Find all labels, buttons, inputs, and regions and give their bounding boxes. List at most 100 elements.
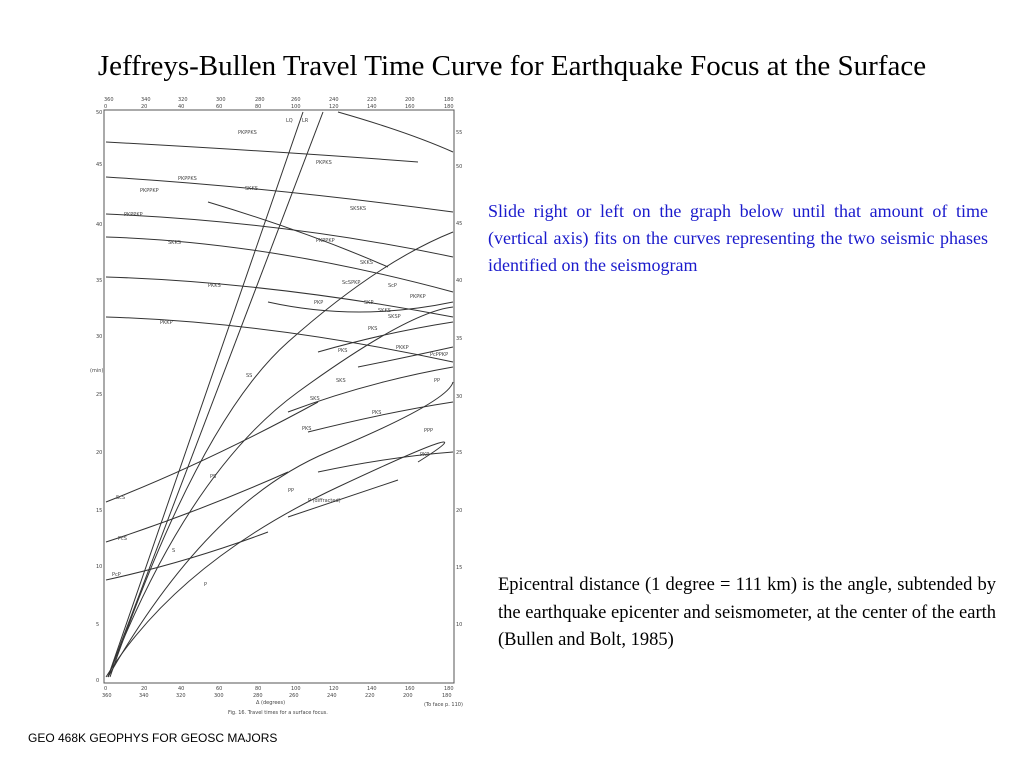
curve-SKKS [105, 236, 454, 293]
top-axis-inner-label: 20 [141, 104, 147, 110]
phase-label: PKPPKP [140, 188, 159, 194]
bottom-axis-label: 200 [403, 693, 413, 699]
phase-label: SKP [364, 300, 373, 306]
curve-SS [109, 231, 454, 678]
phase-label: SKKS [378, 308, 391, 314]
y-tick-label: 25 [96, 392, 102, 398]
bottom-axis-label: 160 [405, 686, 415, 692]
phase-labels: PKPPKS PKPKS PKPPKS SKKS PKPPKP SKSKS PK… [112, 118, 448, 588]
right-tick-label: 35 [456, 336, 462, 342]
right-tick-label: 10 [456, 622, 462, 628]
top-axis-inner-label: 120 [329, 104, 339, 110]
phase-label: PKPPKP [316, 238, 335, 244]
curve-PKPPKS [105, 176, 454, 213]
curve-ScSPKP [267, 301, 454, 313]
right-tick-label: 30 [456, 394, 462, 400]
course-footer: GEO 468K GEOPHYS FOR GEOSC MAJORS [28, 731, 278, 745]
bottom-axis-label: 40 [178, 686, 184, 692]
top-axis-outer-label: 280 [255, 97, 265, 103]
bottom-axis-label: 120 [329, 686, 339, 692]
top-axis-inner-label: 80 [255, 104, 261, 110]
phase-label: P (diffracted) [308, 498, 341, 504]
bottom-axis: 0 20 40 60 80 100 120 140 160 180 360 34… [102, 686, 463, 716]
phase-label: ScS [116, 495, 125, 501]
curve-S [107, 306, 454, 678]
bottom-axis-label: 300 [214, 693, 224, 699]
instruction-text: Slide right or left on the graph below u… [488, 201, 988, 275]
top-axis-outer-label: 180 [444, 97, 454, 103]
phase-label: PP [288, 488, 294, 494]
phase-label: PKP [420, 452, 429, 458]
right-tick-label: 45 [456, 221, 462, 227]
bottom-axis-label: 0 [104, 686, 107, 692]
y-tick-label: 15 [96, 508, 102, 514]
curve-ScS [105, 401, 319, 503]
y-axis-label: (min) [90, 368, 103, 374]
phase-label: PKPPKS [178, 176, 197, 182]
travel-time-chart: 360 340 320 300 280 260 240 220 200 180 … [90, 97, 463, 716]
y-tick-label: 20 [96, 450, 102, 456]
y-tick-label: 45 [96, 162, 102, 168]
figure-caption-note: (To face p. 110) [424, 702, 463, 708]
curve-PcP [105, 531, 269, 581]
bottom-axis-label: 360 [102, 693, 112, 699]
phase-label: ScP [388, 283, 397, 289]
top-axis-outer-label: 240 [329, 97, 339, 103]
top-axis-inner-label: 140 [367, 104, 377, 110]
phase-label: PKS [372, 410, 381, 416]
phase-label: S [172, 548, 175, 554]
y-tick-label: 40 [96, 222, 102, 228]
curve-PKP [317, 451, 454, 473]
y-tick-label: 5 [96, 622, 99, 628]
phase-label: PP [434, 378, 440, 384]
curve-PKPPKP [105, 213, 454, 258]
y-tick-label: 30 [96, 334, 102, 340]
top-axis-outer-label: 260 [291, 97, 301, 103]
top-axis-inner-label: 100 [291, 104, 301, 110]
phase-label: PcS [118, 536, 127, 542]
phase-label: PKPKP [410, 294, 426, 300]
phase-label: PPP [424, 428, 433, 434]
top-axis-inner-label: 0 [104, 104, 107, 110]
curve-PKKS [105, 276, 454, 318]
bottom-axis-label: 20 [141, 686, 147, 692]
bottom-axis-label: 100 [291, 686, 301, 692]
graph-frame [103, 109, 455, 684]
bottom-axis-label: 180 [442, 693, 452, 699]
curve-PKKP [105, 316, 454, 363]
phase-label: SKKS [168, 240, 181, 246]
phase-label: PKKP [160, 320, 173, 326]
curve-P-diffracted [287, 479, 399, 518]
phase-label: PKPKS [316, 160, 332, 166]
y-tick-label: 10 [96, 564, 102, 570]
curve-P [105, 441, 446, 678]
phase-label: PcPPKP [430, 352, 448, 358]
top-axis-outer-label: 220 [367, 97, 377, 103]
phase-label: PKS [338, 348, 347, 354]
curve-LR [107, 111, 324, 678]
phase-label: PKKP [396, 345, 409, 351]
curve-SKP [317, 321, 454, 353]
bottom-axis-label: 240 [327, 693, 337, 699]
phase-label: SKSP [388, 314, 401, 320]
right-tick-label: 55 [456, 130, 462, 136]
bottom-axis-label: 140 [367, 686, 377, 692]
phase-label: PKPPKP [124, 212, 143, 218]
y-tick-label: 50 [96, 110, 102, 116]
curve-PcPPKP [357, 346, 454, 368]
curve-SKSKS [207, 201, 389, 268]
bottom-axis-label: 220 [365, 693, 375, 699]
top-axis-inner-label: 40 [178, 104, 184, 110]
y-tick-label: 0 [96, 678, 99, 684]
bottom-axis-label: 340 [139, 693, 149, 699]
phase-label: LQ [286, 118, 293, 124]
curve-LQ [107, 111, 304, 678]
phase-label: PcP [112, 572, 121, 578]
phase-label: PKS [368, 326, 377, 332]
curve-SKS [287, 366, 454, 413]
phase-label: SKS [310, 396, 320, 402]
top-axis-inner-label: 60 [216, 104, 222, 110]
phase-label: ScSPKP [342, 280, 360, 286]
x-axis-label: Δ (degrees) [256, 700, 285, 706]
right-tick-label: 40 [456, 278, 462, 284]
